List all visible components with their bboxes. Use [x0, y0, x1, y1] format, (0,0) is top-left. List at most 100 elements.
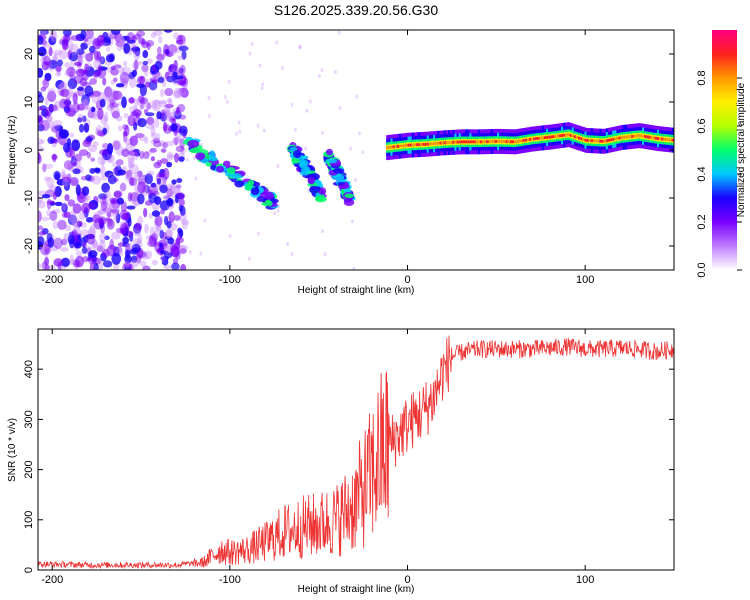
heatmap-cell: [669, 138, 673, 142]
heatmap-cell: [164, 244, 170, 255]
heatmap-cell: [144, 173, 153, 185]
heatmap-cell: [40, 120, 50, 131]
heatmap-cell: [338, 173, 345, 182]
heatmap-cell: [109, 200, 117, 213]
heatmap-cell: [308, 176, 315, 185]
heatmap-cell: [539, 136, 543, 140]
heatmap-cell: [139, 260, 147, 267]
heatmap-cell: [113, 92, 122, 99]
heatmap-cell: [60, 257, 71, 268]
heatmap-cell: [428, 142, 432, 146]
spectrogram-ylabel: Frequency (Hz): [7, 116, 18, 185]
x-tick-label: -100: [219, 274, 241, 286]
heatmap-cell: [167, 237, 175, 245]
heatmap-cell: [541, 136, 545, 140]
heatmap-cell: [44, 176, 51, 182]
heatmap-cell: [56, 179, 66, 186]
heatmap-cell: [257, 231, 261, 236]
heatmap-cell: [171, 179, 177, 185]
heatmap-cell: [117, 169, 126, 176]
heatmap-cell: [586, 139, 590, 142]
heatmap-cell: [90, 106, 96, 113]
heatmap-cell: [398, 144, 402, 148]
heatmap-cell: [49, 210, 58, 221]
heatmap-cell: [166, 197, 174, 207]
colorbar-label: Normalized spectral amplitude: [736, 82, 747, 217]
heatmap-cell: [74, 153, 83, 162]
heatmap-cell: [133, 200, 139, 207]
heatmap-cell: [629, 135, 632, 139]
heatmap-cell: [486, 140, 489, 144]
heatmap-cell: [164, 71, 170, 80]
heatmap-cell: [144, 250, 153, 260]
heatmap-cell: [152, 30, 163, 36]
heatmap-cell: [460, 140, 464, 144]
heatmap-cell: [38, 153, 42, 165]
heatmap-cell: [63, 30, 72, 37]
heatmap-cell: [123, 42, 131, 54]
heatmap-cell: [38, 124, 45, 132]
heatmap-cell: [85, 106, 93, 111]
heatmap-cell: [62, 142, 71, 153]
heatmap-cell: [154, 196, 162, 205]
heatmap-cell: [76, 48, 85, 55]
heatmap-cell: [67, 162, 75, 172]
heatmap-cell: [85, 174, 92, 181]
heatmap-cell: [115, 212, 121, 224]
heatmap-cell: [38, 94, 45, 103]
heatmap-cell: [136, 95, 146, 107]
heatmap-cell: [403, 144, 406, 148]
heatmap-cell: [142, 60, 148, 66]
heatmap-cell: [101, 195, 107, 205]
heatmap-cell: [106, 152, 113, 163]
heatmap-cell: [64, 62, 70, 68]
heatmap-cell: [48, 59, 58, 69]
heatmap-cell: [152, 137, 161, 144]
heatmap-cell: [164, 87, 174, 97]
heatmap-cell: [216, 165, 225, 173]
heatmap-cell: [60, 88, 70, 98]
heatmap-cell: [514, 140, 517, 144]
heatmap-cell: [134, 133, 145, 139]
heatmap-cell: [103, 36, 111, 43]
heatmap-cell: [563, 133, 566, 137]
heatmap-cell: [170, 123, 178, 132]
heatmap-cell: [173, 90, 182, 99]
heatmap-cell: [42, 43, 52, 48]
heatmap-cell: [548, 135, 551, 139]
heatmap-cell: [63, 160, 74, 170]
figure-title: S126.2025.339.20.56.G30: [274, 2, 438, 18]
heatmap-cell: [180, 147, 186, 155]
heatmap-cell: [43, 250, 49, 258]
heatmap-cell: [143, 151, 150, 160]
heatmap-cell: [146, 238, 155, 247]
heatmap-cell: [55, 123, 60, 134]
heatmap-cell: [44, 264, 50, 270]
heatmap-cell: [175, 239, 181, 250]
heatmap-cell: [116, 115, 123, 122]
heatmap-cell: [115, 40, 125, 47]
heatmap-cell: [81, 70, 90, 81]
heatmap-cell: [69, 147, 76, 160]
heatmap-cell: [88, 144, 98, 153]
heatmap-cell: [91, 175, 102, 185]
heatmap-cell: [113, 77, 118, 83]
heatmap-cell: [69, 132, 75, 138]
snr-xlabel: Height of straight line (km): [298, 584, 415, 595]
heatmap-cell: [94, 168, 101, 174]
heatmap-cell: [147, 170, 155, 176]
heatmap-cell: [529, 137, 532, 141]
heatmap-cell: [58, 129, 69, 139]
heatmap-cell: [250, 41, 254, 46]
heatmap-cell: [107, 217, 113, 227]
heatmap-cell: [321, 229, 325, 234]
heatmap-cell: [166, 220, 172, 229]
heatmap-cell: [152, 99, 162, 112]
heatmap-cell: [102, 260, 113, 268]
heatmap-cell: [41, 80, 49, 85]
heatmap-cell: [194, 176, 198, 181]
heatmap-cell: [170, 222, 178, 231]
heatmap-cell: [89, 78, 97, 85]
heatmap-cell: [53, 258, 64, 267]
